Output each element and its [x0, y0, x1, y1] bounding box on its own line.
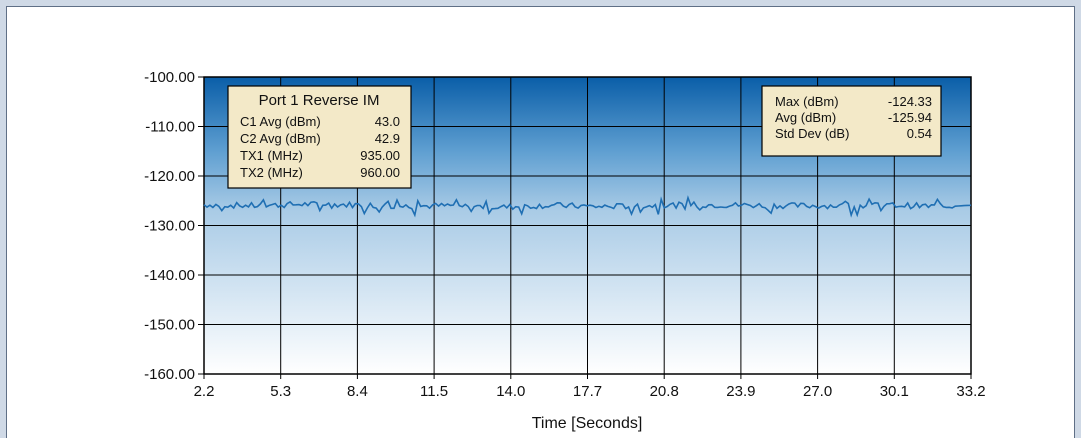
- right-border: [1075, 0, 1081, 438]
- x-tick-label: 2.2: [194, 383, 215, 400]
- x-tick-label: 17.7: [573, 383, 602, 400]
- x-tick-label: 33.2: [956, 383, 985, 400]
- y-axis-ticks: -100.00 -110.00 -120.00 -130.00 -140.00 -150.…: [144, 69, 204, 383]
- x-axis-label: Time [Seconds]: [532, 415, 643, 432]
- info-box-right: Max (dBm) -124.33 Avg (dBm) -125.94 Std Dev …: [761, 85, 942, 157]
- x-tick-label: 11.5: [420, 383, 448, 400]
- stat-row-value: -125.94: [888, 110, 932, 125]
- info-row-value: 42.9: [375, 131, 400, 146]
- x-tick-label: 20.8: [650, 383, 679, 400]
- x-tick-label: 5.3: [270, 383, 291, 400]
- info-row-value: 935.00: [360, 148, 400, 163]
- stat-row-label: Avg (dBm): [775, 110, 836, 125]
- info-row-value: 43.0: [375, 114, 400, 129]
- x-tick-label: 14.0: [496, 383, 525, 400]
- x-tick-label: 23.9: [726, 383, 755, 400]
- x-tick-label: 8.4: [347, 383, 368, 400]
- stat-row-label: Std Dev (dB): [775, 126, 849, 141]
- x-tick-label: 27.0: [803, 383, 832, 400]
- info-box-left: Port 1 Reverse IM C1 Avg (dBm) 43.0 C2 Avg…: [227, 85, 412, 189]
- stat-row-value: -124.33: [888, 94, 932, 109]
- info-row-label: C1 Avg (dBm): [240, 114, 321, 129]
- y-tick-label: -160.00: [144, 366, 195, 383]
- x-axis-ticks: 2.2 5.3 8.4 11.5 14.0 17.7 20.8 23.9 27.0 30.1 33.…: [194, 374, 986, 400]
- x-tick-label: 30.1: [880, 383, 909, 400]
- y-tick-label: -100.00: [144, 69, 195, 86]
- stat-row-label: Max (dBm): [775, 94, 839, 109]
- series-line: [203, 195, 972, 218]
- info-box-title: Port 1 Reverse IM: [259, 92, 380, 109]
- y-tick-label: -140.00: [144, 267, 195, 284]
- info-row-label: TX2 (MHz): [240, 165, 303, 180]
- info-row-value: 960.00: [360, 165, 400, 180]
- stat-row-value: 0.54: [907, 126, 932, 141]
- y-tick-label: -120.00: [144, 168, 195, 185]
- y-tick-label: -150.00: [144, 317, 195, 334]
- info-row-label: TX1 (MHz): [240, 148, 303, 163]
- y-tick-label: -110.00: [145, 119, 195, 136]
- y-tick-label: -130.00: [144, 218, 195, 235]
- info-row-label: C2 Avg (dBm): [240, 131, 321, 146]
